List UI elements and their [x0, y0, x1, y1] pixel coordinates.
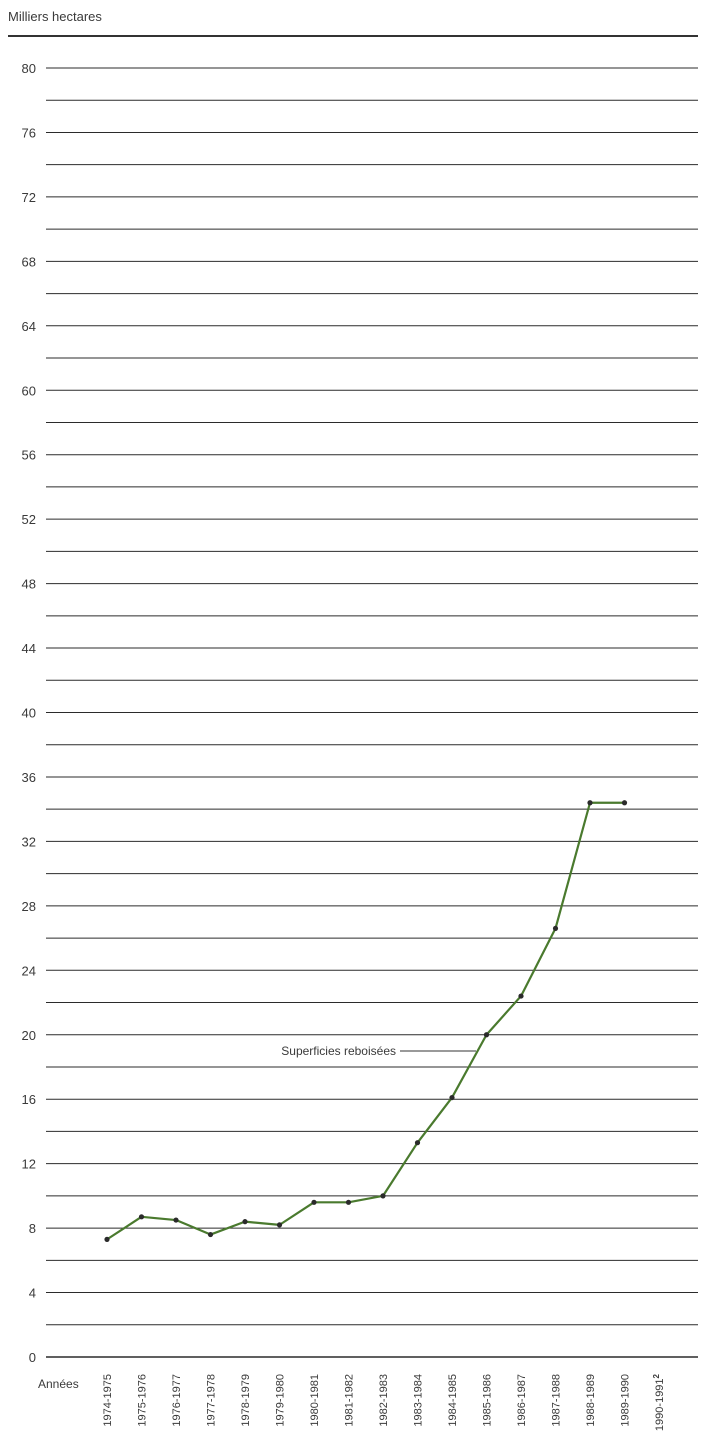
data-point	[587, 800, 593, 806]
y-tick-label: 56	[22, 448, 36, 463]
y-tick-label: 68	[22, 254, 36, 269]
x-tick-label: 1984-1985	[447, 1374, 459, 1427]
data-point	[242, 1219, 248, 1225]
data-point	[552, 925, 559, 932]
gridlines	[46, 67, 698, 1358]
y-tick-label: 64	[22, 319, 36, 334]
y-tick-label: 28	[22, 899, 36, 914]
x-tick-labels: 1974-1975 1975-1976 1976-1977 1977-1978 1978…	[102, 1373, 666, 1431]
series-line	[106, 801, 625, 1241]
data-point	[207, 1231, 214, 1238]
x-tick-label: 1985-1986	[482, 1374, 494, 1427]
y-tick-label: 60	[22, 383, 36, 398]
x-tick-label: 1976-1977	[171, 1374, 183, 1427]
series-annotation: Superficies reboisées	[281, 1044, 476, 1058]
y-tick-label: 80	[22, 61, 36, 76]
data-point	[276, 1222, 283, 1228]
y-tick-label: 12	[22, 1157, 36, 1172]
y-tick-label: 44	[22, 641, 36, 656]
y-tick-label: 72	[22, 190, 36, 205]
y-tick-label: 36	[22, 770, 36, 785]
data-point	[449, 1094, 455, 1101]
data-point	[414, 1140, 421, 1146]
x-tick-label: 1990-19912	[652, 1373, 666, 1431]
y-tick-label: 4	[29, 1286, 36, 1301]
y-tick-label: 52	[22, 512, 36, 527]
y-tick-label: 20	[22, 1028, 36, 1043]
y-tick-label: 16	[22, 1092, 36, 1107]
x-tick-label: 1978-1979	[240, 1374, 252, 1427]
y-tick-label: 48	[22, 577, 36, 592]
series-lines	[104, 800, 628, 1242]
x-tick-label: 1988-1989	[585, 1374, 597, 1427]
y-tick-label: 24	[22, 963, 36, 978]
x-axis-label: Années	[38, 1377, 79, 1391]
data-point	[483, 1032, 490, 1038]
y-tick-label: 32	[22, 834, 36, 849]
x-tick-label: 1974-1975	[102, 1374, 114, 1427]
x-tick-label: 1981-1982	[344, 1374, 356, 1427]
y-tick-label: 76	[22, 125, 36, 140]
data-point	[173, 1217, 179, 1223]
chart-title: Milliers hectares	[8, 9, 102, 24]
x-tick-label: 1982-1983	[378, 1374, 390, 1427]
x-tick-label: 1983-1984	[413, 1374, 425, 1427]
data-point	[138, 1214, 145, 1220]
y-tick-label: 8	[29, 1221, 36, 1236]
series-annotation-label: Superficies reboisées	[281, 1044, 396, 1058]
y-tick-label: 0	[29, 1350, 36, 1365]
data-point	[311, 1199, 317, 1205]
x-tick-label: 1989-1990	[620, 1374, 632, 1427]
y-tick-label: 40	[22, 706, 36, 721]
data-point	[518, 993, 524, 999]
x-tick-label: 1987-1988	[551, 1374, 563, 1427]
x-tick-label: 1975-1976	[137, 1374, 149, 1427]
x-tick-label: 1980-1981	[309, 1374, 321, 1427]
data-point	[104, 1236, 110, 1242]
data-point	[380, 1193, 386, 1199]
x-tick-label: 1979-1980	[275, 1374, 287, 1427]
x-tick-label: 1977-1978	[206, 1374, 218, 1427]
data-point	[345, 1199, 352, 1205]
x-tick-label: 1986-1987	[516, 1374, 528, 1427]
data-point	[621, 800, 628, 806]
